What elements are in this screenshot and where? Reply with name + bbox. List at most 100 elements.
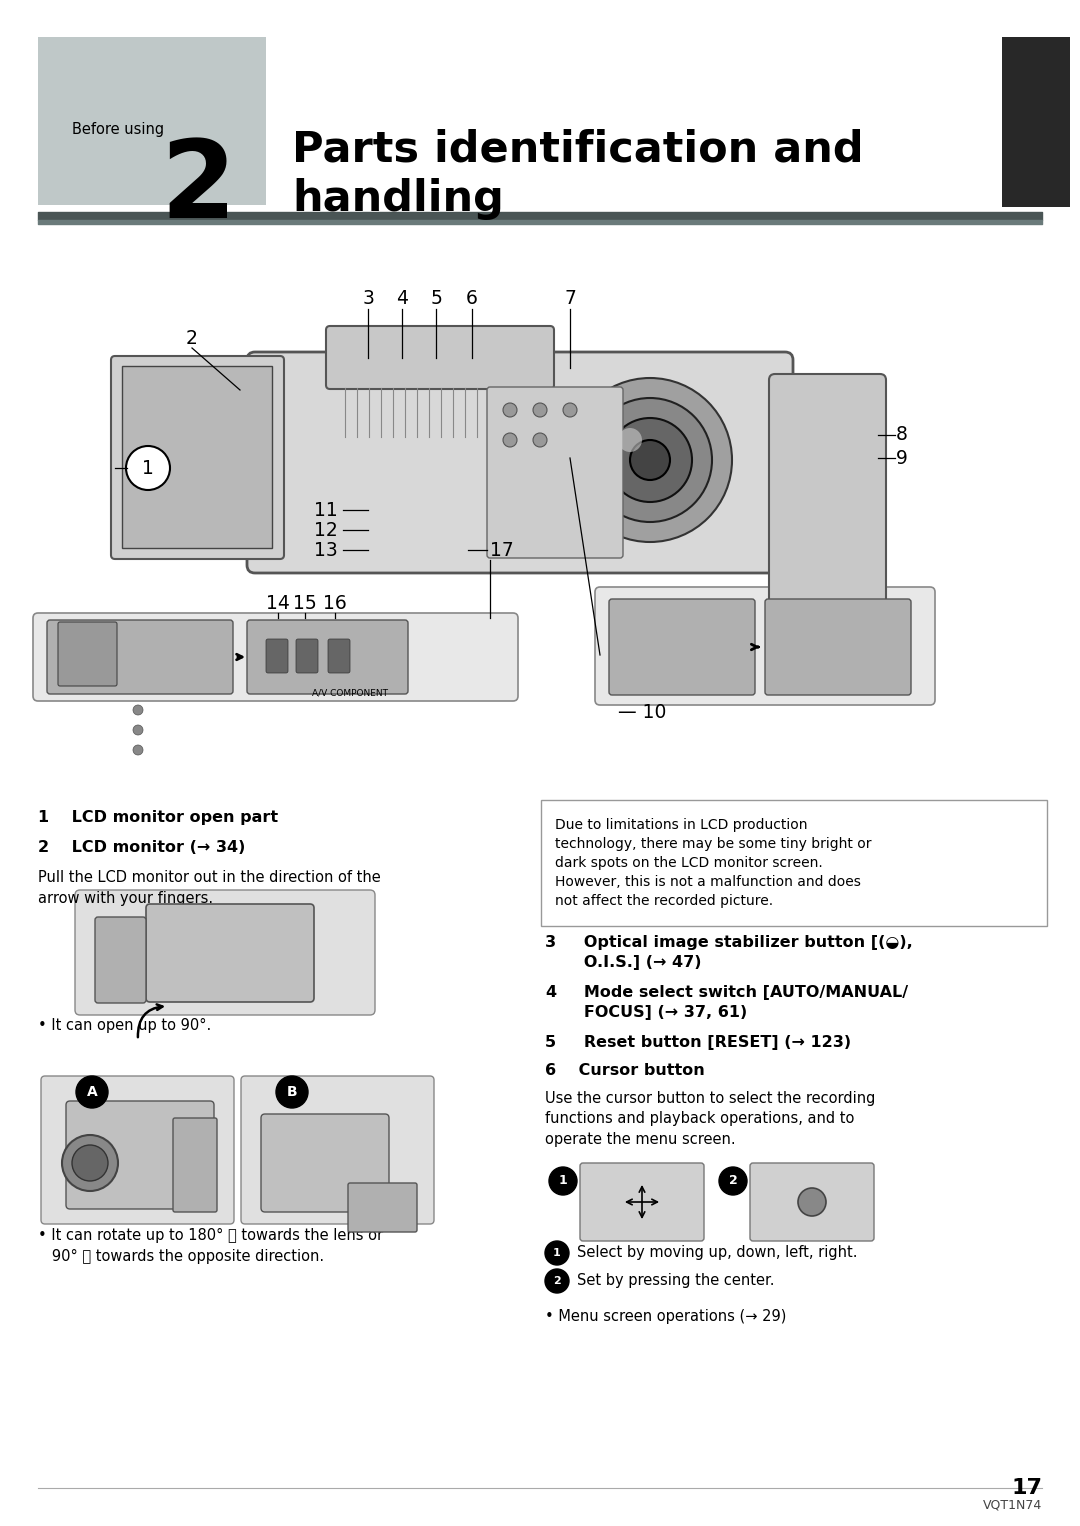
Text: Use the cursor button to select the recording
functions and playback operations,: Use the cursor button to select the reco… (545, 1091, 876, 1148)
Bar (38, 37, 266, 204)
Text: handling: handling (292, 179, 504, 220)
Circle shape (276, 1076, 308, 1108)
FancyBboxPatch shape (75, 890, 375, 1015)
Circle shape (568, 378, 732, 542)
Text: 15: 15 (293, 594, 316, 613)
Text: 2: 2 (186, 328, 198, 348)
Circle shape (503, 433, 517, 447)
Text: — 10: — 10 (618, 702, 666, 722)
Text: 1: 1 (553, 1248, 561, 1257)
Text: 7: 7 (564, 288, 576, 308)
FancyBboxPatch shape (750, 1163, 874, 1241)
Text: Select by moving up, down, left, right.: Select by moving up, down, left, right. (577, 1245, 858, 1260)
Text: 4: 4 (396, 288, 408, 308)
FancyBboxPatch shape (247, 353, 793, 572)
Text: 1: 1 (143, 458, 154, 478)
Bar (122, 366, 272, 548)
Text: 3: 3 (362, 288, 374, 308)
FancyBboxPatch shape (765, 600, 912, 694)
Text: 9: 9 (896, 449, 908, 467)
Circle shape (534, 403, 546, 417)
FancyBboxPatch shape (261, 1114, 389, 1212)
Text: • Menu screen operations (→ 29): • Menu screen operations (→ 29) (545, 1309, 786, 1325)
Text: Parts identification and: Parts identification and (292, 128, 864, 169)
Text: 2: 2 (553, 1276, 561, 1286)
Text: Due to limitations in LCD production
technology, there may be some tiny bright o: Due to limitations in LCD production tec… (555, 818, 872, 908)
Circle shape (133, 745, 143, 755)
FancyBboxPatch shape (595, 588, 935, 705)
FancyBboxPatch shape (173, 1119, 217, 1212)
FancyBboxPatch shape (296, 639, 318, 673)
FancyBboxPatch shape (241, 1076, 434, 1224)
Circle shape (545, 1270, 569, 1293)
Circle shape (534, 433, 546, 447)
Text: Optical image stabilizer button [(◒),
   O.I.S.] (→ 47): Optical image stabilizer button [(◒), O.… (567, 935, 913, 971)
Text: Set by pressing the center.: Set by pressing the center. (577, 1274, 774, 1288)
Circle shape (545, 1241, 569, 1265)
Circle shape (126, 446, 170, 490)
Text: 16: 16 (323, 594, 347, 613)
Text: VQT1N74: VQT1N74 (983, 1499, 1042, 1511)
Text: 13: 13 (314, 540, 338, 560)
Text: • It can open up to 90°.: • It can open up to 90°. (38, 1018, 212, 1033)
FancyBboxPatch shape (541, 800, 1047, 926)
FancyBboxPatch shape (247, 620, 408, 694)
Text: 2: 2 (729, 1175, 738, 1187)
Text: Mode select switch [AUTO/MANUAL/
   FOCUS] (→ 37, 61): Mode select switch [AUTO/MANUAL/ FOCUS] … (567, 984, 908, 1019)
FancyBboxPatch shape (146, 903, 314, 1003)
Text: 8: 8 (896, 426, 908, 444)
FancyBboxPatch shape (580, 1163, 704, 1241)
Circle shape (719, 1167, 747, 1195)
Circle shape (133, 705, 143, 716)
Circle shape (618, 427, 642, 452)
FancyBboxPatch shape (48, 620, 233, 694)
Text: 5: 5 (545, 1035, 556, 1050)
Text: 4: 4 (545, 984, 556, 1000)
Text: 6    Cursor button: 6 Cursor button (545, 1064, 705, 1077)
Circle shape (630, 439, 670, 481)
Text: 5: 5 (430, 288, 442, 308)
Text: Pull the LCD monitor out in the direction of the
arrow with your fingers.: Pull the LCD monitor out in the directio… (38, 870, 381, 906)
Text: 1: 1 (558, 1175, 567, 1187)
Text: B: B (286, 1085, 297, 1099)
FancyBboxPatch shape (66, 1100, 214, 1209)
Text: 12: 12 (314, 520, 338, 540)
Circle shape (549, 1167, 577, 1195)
Text: 3: 3 (545, 935, 556, 951)
Bar (1002, 37, 1070, 208)
FancyBboxPatch shape (487, 388, 623, 559)
Text: 17: 17 (1011, 1479, 1042, 1499)
Circle shape (798, 1189, 826, 1216)
Text: 1    LCD monitor open part: 1 LCD monitor open part (38, 810, 279, 826)
Text: 17: 17 (490, 540, 514, 560)
Circle shape (503, 403, 517, 417)
FancyBboxPatch shape (328, 639, 350, 673)
FancyBboxPatch shape (58, 623, 117, 687)
Circle shape (62, 1135, 118, 1190)
Text: A: A (86, 1085, 97, 1099)
FancyBboxPatch shape (111, 356, 284, 559)
Text: Reset button [RESET] (→ 123): Reset button [RESET] (→ 123) (567, 1035, 851, 1050)
Text: 11: 11 (314, 501, 338, 519)
Circle shape (72, 1144, 108, 1181)
Text: 2    LCD monitor (→ 34): 2 LCD monitor (→ 34) (38, 839, 245, 855)
Text: • It can rotate up to 180° Ⓐ towards the lens or
   90° Ⓑ towards the opposite d: • It can rotate up to 180° Ⓐ towards the… (38, 1228, 383, 1264)
Text: A/V COMPONENT: A/V COMPONENT (312, 690, 388, 697)
Circle shape (133, 725, 143, 736)
Circle shape (608, 418, 692, 502)
FancyBboxPatch shape (41, 1076, 234, 1224)
Text: 14: 14 (266, 594, 289, 613)
FancyBboxPatch shape (326, 327, 554, 389)
Circle shape (563, 403, 577, 417)
FancyBboxPatch shape (95, 917, 146, 1003)
FancyBboxPatch shape (769, 374, 886, 606)
Circle shape (76, 1076, 108, 1108)
Circle shape (588, 398, 712, 522)
FancyBboxPatch shape (33, 613, 518, 700)
Text: Before using: Before using (72, 122, 164, 137)
FancyBboxPatch shape (609, 600, 755, 694)
Text: 2: 2 (160, 134, 235, 241)
FancyBboxPatch shape (348, 1183, 417, 1231)
FancyBboxPatch shape (266, 639, 288, 673)
Text: 6: 6 (467, 288, 478, 308)
